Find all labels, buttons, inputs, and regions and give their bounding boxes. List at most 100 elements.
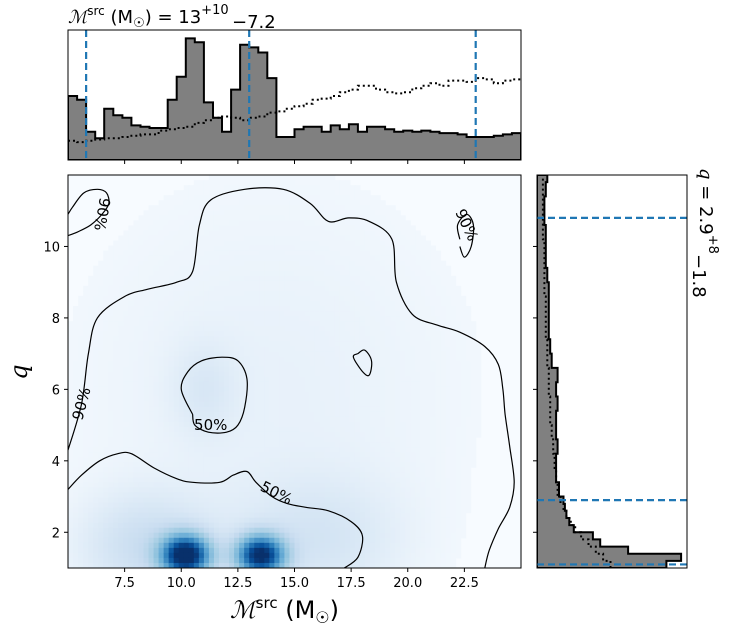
density-cell bbox=[224, 416, 230, 423]
density-cell bbox=[198, 512, 205, 519]
density-cell bbox=[309, 300, 316, 307]
density-cell bbox=[123, 371, 129, 378]
density-cell bbox=[234, 467, 240, 473]
density-cell bbox=[324, 447, 331, 453]
density-cell bbox=[244, 225, 250, 232]
density-cell bbox=[400, 401, 406, 408]
density-cell bbox=[289, 492, 296, 499]
density-cell bbox=[153, 341, 160, 347]
density-cell bbox=[359, 366, 366, 373]
density-cell bbox=[203, 366, 210, 373]
density-cell bbox=[364, 195, 371, 201]
density-cell bbox=[329, 331, 336, 337]
density-cell bbox=[304, 336, 311, 342]
density-cell bbox=[78, 527, 84, 534]
density-cell bbox=[178, 220, 185, 226]
density-cell bbox=[274, 270, 280, 277]
density-cell bbox=[158, 502, 165, 509]
density-cell bbox=[405, 492, 411, 499]
density-cell bbox=[113, 552, 119, 559]
density-cell bbox=[279, 255, 286, 262]
density-cell bbox=[133, 532, 140, 539]
density-cell bbox=[123, 255, 129, 262]
density-cell bbox=[294, 331, 301, 337]
density-cell bbox=[385, 406, 391, 413]
density-cell bbox=[284, 442, 291, 448]
density-cell bbox=[344, 527, 351, 534]
density-cell bbox=[183, 411, 190, 418]
density-cell bbox=[88, 406, 94, 413]
density-cell bbox=[344, 406, 351, 413]
density-cell bbox=[168, 507, 175, 514]
density-cell bbox=[309, 371, 316, 378]
density-cell bbox=[380, 336, 386, 342]
density-cell bbox=[344, 557, 351, 564]
density-cell bbox=[208, 426, 215, 433]
density-cell bbox=[314, 341, 321, 347]
density-cell bbox=[279, 316, 286, 322]
density-cell bbox=[309, 447, 316, 453]
density-cell bbox=[304, 280, 311, 287]
density-cell bbox=[269, 391, 275, 398]
density-cell bbox=[304, 462, 311, 468]
density-cell bbox=[370, 316, 376, 322]
density-cell bbox=[400, 437, 406, 443]
density-cell bbox=[173, 356, 180, 363]
density-cell bbox=[133, 472, 140, 478]
density-cell bbox=[113, 250, 119, 257]
density-cell bbox=[128, 527, 135, 534]
density-cell bbox=[138, 376, 145, 383]
density-cell bbox=[219, 336, 225, 342]
density-cell bbox=[299, 175, 306, 181]
density-cell bbox=[264, 411, 270, 418]
density-cell bbox=[410, 381, 416, 388]
density-cell bbox=[224, 220, 230, 226]
density-cell bbox=[249, 230, 255, 237]
density-cell bbox=[224, 336, 230, 342]
density-cell bbox=[294, 180, 301, 186]
density-cell bbox=[208, 250, 215, 257]
density-cell bbox=[269, 537, 275, 544]
density-cell bbox=[385, 562, 391, 568]
density-cell bbox=[249, 406, 255, 413]
density-cell bbox=[259, 346, 265, 352]
density-cell bbox=[178, 482, 185, 488]
density-cell bbox=[359, 280, 366, 287]
density-cell bbox=[339, 331, 346, 337]
density-cell bbox=[289, 260, 296, 267]
density-cell bbox=[208, 517, 215, 524]
density-cell bbox=[143, 321, 150, 327]
density-cell bbox=[138, 527, 145, 534]
density-cell bbox=[400, 552, 406, 559]
density-cell bbox=[304, 482, 311, 488]
density-cell bbox=[244, 401, 250, 408]
density-cell bbox=[193, 437, 200, 443]
density-cell bbox=[354, 421, 361, 428]
density-cell bbox=[183, 497, 190, 504]
density-cell bbox=[390, 215, 396, 221]
density-cell bbox=[138, 507, 145, 514]
density-cell bbox=[385, 386, 391, 393]
density-cell bbox=[309, 285, 316, 292]
density-cell bbox=[304, 477, 311, 483]
density-cell bbox=[224, 472, 230, 478]
density-cell bbox=[143, 270, 150, 277]
density-cell bbox=[128, 401, 135, 408]
density-cell bbox=[259, 502, 265, 509]
density-cell bbox=[314, 245, 321, 252]
density-cell bbox=[208, 290, 215, 297]
density-cell bbox=[344, 230, 351, 237]
density-cell bbox=[168, 316, 175, 322]
density-cell bbox=[193, 361, 200, 368]
density-cell bbox=[299, 492, 306, 499]
density-cell bbox=[224, 351, 230, 357]
density-cell bbox=[203, 306, 210, 312]
density-cell bbox=[128, 331, 135, 337]
density-cell bbox=[314, 270, 321, 277]
density-cell bbox=[234, 175, 240, 181]
density-cell bbox=[410, 300, 416, 307]
density-cell bbox=[83, 396, 89, 403]
density-cell bbox=[284, 492, 291, 499]
density-cell bbox=[329, 557, 336, 564]
density-cell bbox=[375, 552, 381, 559]
